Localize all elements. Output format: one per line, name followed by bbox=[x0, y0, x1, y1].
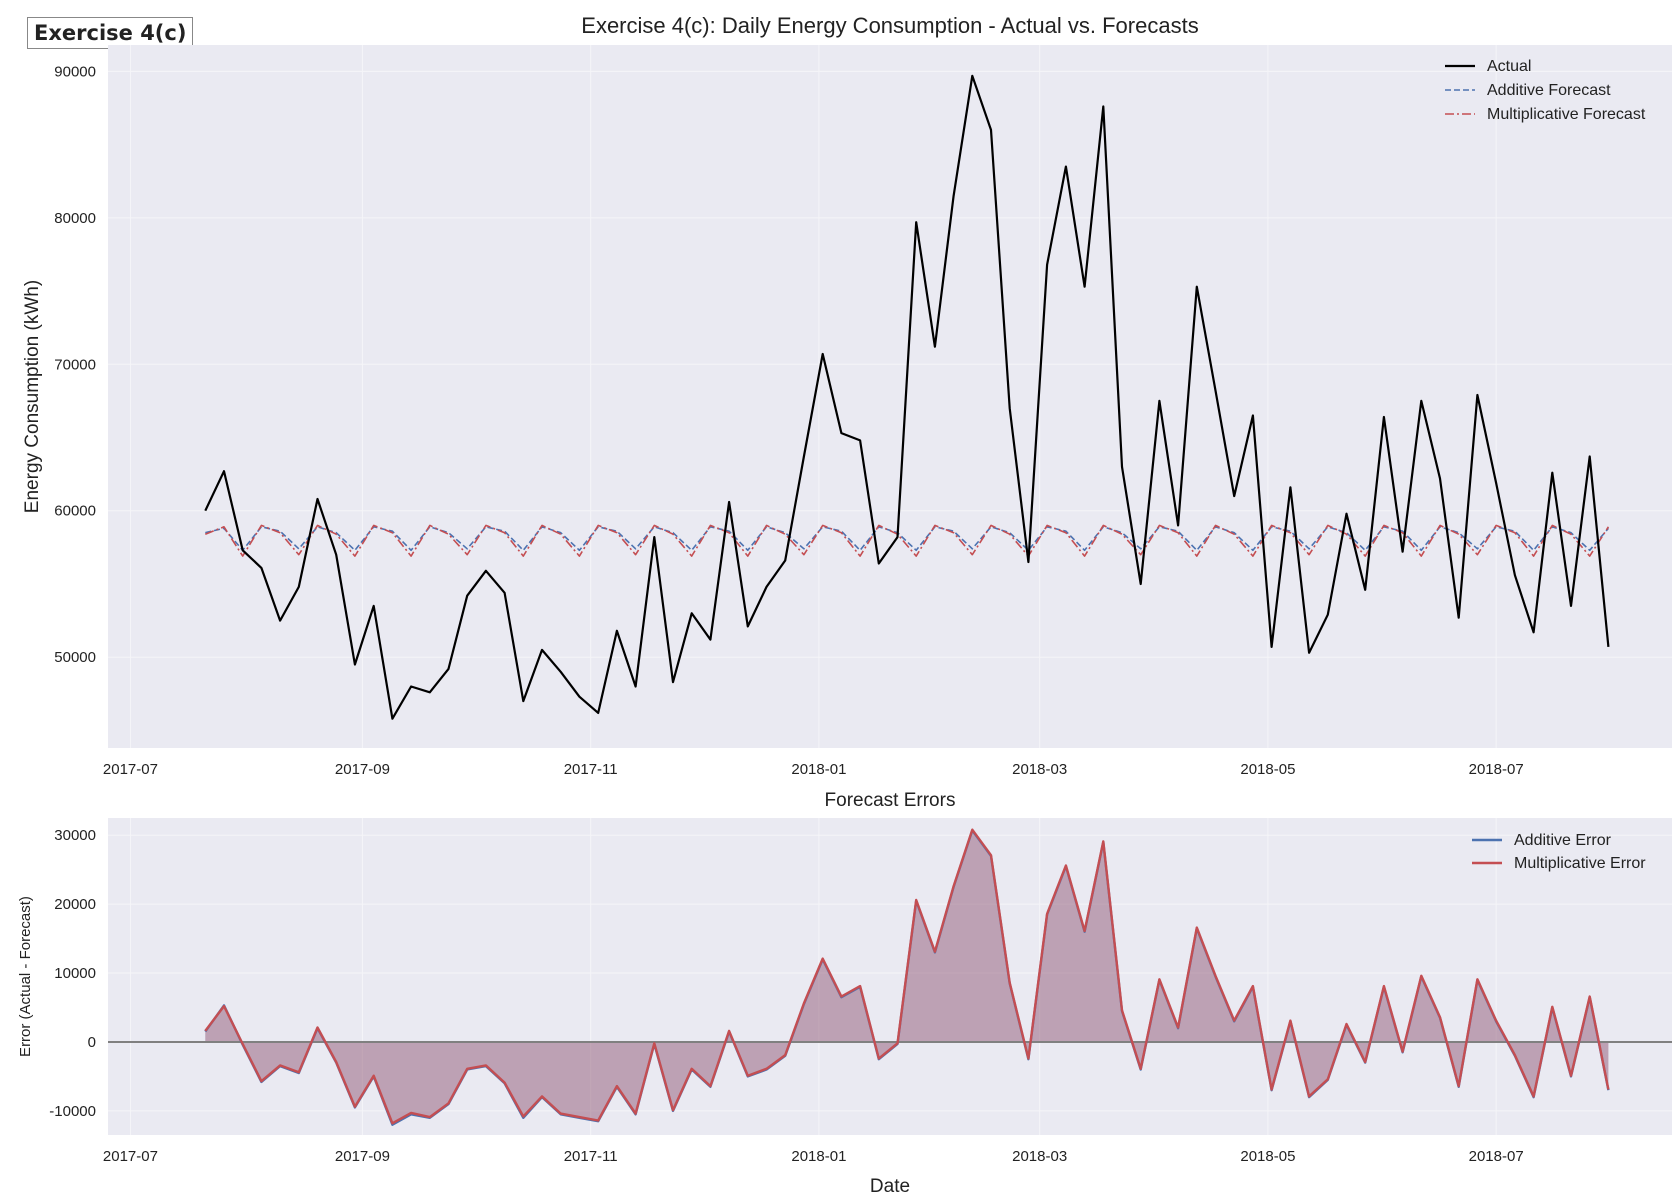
x-axis-label: Date bbox=[870, 1176, 910, 1197]
y-tick-label: 30000 bbox=[54, 827, 96, 844]
exercise-badge: Exercise 4(c) bbox=[27, 17, 194, 49]
legend-label: Multiplicative Error bbox=[1514, 855, 1646, 872]
series-line-2 bbox=[205, 524, 1610, 557]
x-tick-label: 2018-05 bbox=[1240, 1148, 1295, 1165]
y-tick-label: 90000 bbox=[54, 63, 96, 80]
plot-area bbox=[108, 45, 1672, 748]
x-tick-label: 2017-11 bbox=[564, 761, 618, 778]
x-tick-label: 2018-05 bbox=[1240, 761, 1295, 778]
legend-label: Additive Forecast bbox=[1487, 82, 1611, 99]
x-tick-label: 2018-03 bbox=[1012, 761, 1067, 778]
y-tick-label: 50000 bbox=[54, 649, 96, 666]
y-tick-label: 60000 bbox=[54, 503, 96, 520]
y-tick-label: 80000 bbox=[54, 210, 96, 227]
x-tick-label: 2018-07 bbox=[1469, 761, 1524, 778]
plot-area bbox=[108, 818, 1672, 1135]
legend-label: Multiplicative Forecast bbox=[1487, 106, 1646, 123]
legend-label: Actual bbox=[1487, 58, 1531, 75]
error-line-1 bbox=[204, 828, 1610, 1125]
x-tick-label: 2018-07 bbox=[1469, 1148, 1524, 1165]
chart-title: Forecast Errors bbox=[825, 790, 956, 811]
y-tick-label: -10000 bbox=[49, 1103, 96, 1120]
x-tick-label: 2017-07 bbox=[103, 761, 158, 778]
y-tick-label: 10000 bbox=[54, 965, 96, 982]
x-tick-label: 2017-09 bbox=[335, 1148, 390, 1165]
x-tick-label: 2017-09 bbox=[335, 761, 390, 778]
series-line-0 bbox=[204, 74, 1610, 720]
x-tick-label: 2017-11 bbox=[564, 1148, 618, 1165]
x-tick-label: 2017-07 bbox=[103, 1148, 158, 1165]
chart-title: Exercise 4(c): Daily Energy Consumption … bbox=[581, 13, 1198, 38]
x-tick-label: 2018-01 bbox=[791, 761, 846, 778]
legend-label: Additive Error bbox=[1514, 832, 1612, 849]
y-tick-label: 20000 bbox=[54, 896, 96, 913]
y-axis-label: Energy Consumption (kWh) bbox=[22, 280, 43, 513]
x-tick-label: 2018-03 bbox=[1012, 1148, 1067, 1165]
x-tick-label: 2018-01 bbox=[791, 1148, 846, 1165]
top-chart: 50000 60000 70000 80000 90000 2017-07 2017-09 2… bbox=[22, 13, 1672, 778]
series-line-1 bbox=[205, 525, 1610, 552]
y-tick-label: 0 bbox=[88, 1034, 96, 1051]
y-tick-label: 70000 bbox=[54, 356, 96, 373]
bottom-chart: -10000 0 10000 20000 30000 2017-07 2017-09 2017… bbox=[17, 790, 1672, 1197]
y-axis-label: Error (Actual - Forecast) bbox=[17, 896, 34, 1057]
